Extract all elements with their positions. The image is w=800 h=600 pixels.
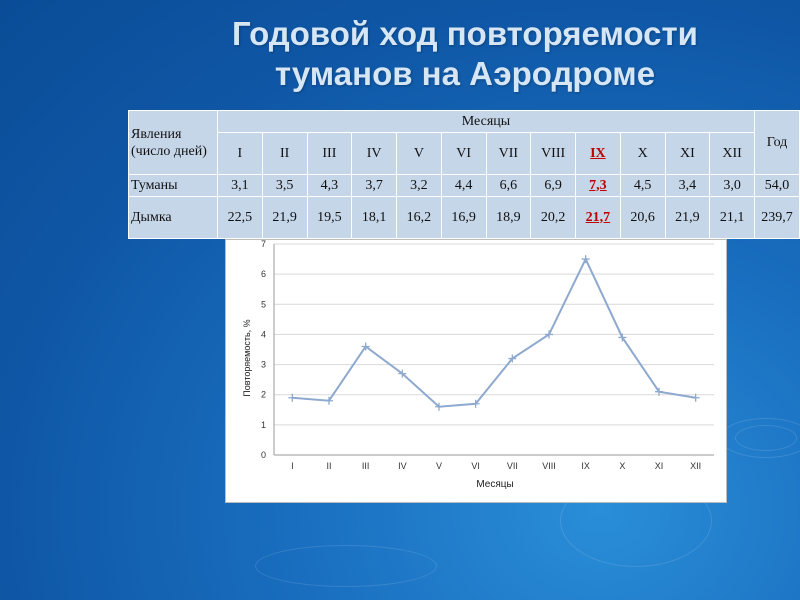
y-tick-labels: 0 1 2 3 4 5 6 7: [261, 240, 266, 460]
title-line-2: туманов на Аэродроме: [274, 55, 656, 92]
table-cell: 4,4: [440, 174, 487, 197]
table-cell: 6,9: [530, 174, 576, 197]
data-point-marker: [618, 333, 627, 342]
table-cell: 21,9: [664, 196, 711, 239]
table-cell: 4,3: [306, 174, 353, 197]
gridlines: [273, 243, 714, 456]
month-header-row: I II III IV V VI VII VIII IX X XI XII: [129, 132, 800, 175]
table-cell: 3,5: [261, 174, 308, 197]
x-tick-label: II: [326, 461, 331, 471]
data-point-marker: [691, 393, 700, 402]
data-point-marker: [435, 402, 443, 411]
data-point-marker: [508, 354, 517, 363]
x-tick-label: VIII: [542, 461, 556, 471]
table-cell: 6,6: [485, 174, 532, 197]
data-point-marker: [398, 369, 407, 378]
row-label: Дымка: [128, 196, 218, 239]
x-axis-label: Месяцы: [476, 479, 513, 490]
table-cell: 16,2: [396, 196, 442, 239]
x-tick-label: VI: [471, 461, 480, 471]
y-tick-label: 3: [261, 360, 266, 370]
month-header-II: II: [261, 132, 308, 175]
month-header-IV: IV: [351, 132, 397, 175]
table-cell: 4,5: [619, 174, 666, 197]
month-header-VI: VI: [440, 132, 487, 175]
table-cell: 3,7: [351, 174, 397, 197]
x-tick-label: X: [619, 461, 625, 471]
background-ripple: [720, 418, 800, 458]
table-cell: 19,5: [306, 196, 353, 239]
x-tick-label: VII: [507, 461, 518, 471]
y-tick-label: 6: [261, 269, 266, 279]
series-line: [292, 256, 696, 408]
table-cell: 7,3: [575, 174, 621, 197]
y-tick-label: 7: [261, 240, 266, 249]
y-tick-label: 1: [261, 420, 266, 430]
month-header-V: V: [396, 132, 442, 175]
slide-title: Годовой ход повторяемости туманов на Аэр…: [130, 14, 800, 94]
table-cell: 21,7: [575, 196, 621, 239]
x-tick-label: XI: [655, 461, 664, 471]
data-point-marker: [288, 393, 297, 402]
month-header-XI: XI: [664, 132, 711, 175]
y-tick-label: 4: [261, 329, 266, 339]
table-cell: 3,0: [709, 174, 755, 197]
background-ripple: [255, 545, 437, 587]
row-year-total: 54,0: [754, 174, 800, 197]
table-cell: 22,5: [217, 196, 263, 239]
row-label: Туманы: [128, 174, 218, 197]
data-point-marker: [361, 342, 370, 351]
table-cell: 18,9: [485, 196, 532, 239]
month-header-IX: IX: [575, 132, 621, 175]
table-cell: 20,2: [530, 196, 576, 239]
x-tick-label: IX: [581, 461, 590, 471]
month-header-XII: XII: [709, 132, 755, 175]
table-cell: 16,9: [440, 196, 487, 239]
month-header-VIII: VIII: [530, 132, 576, 175]
table-row-fog: Туманы 3,1 3,5 4,3 3,7 3,2 4,4 6,6 6,9 7,3 4,5 3,4 3…: [128, 174, 800, 197]
data-point-marker: [581, 255, 590, 264]
x-tick-label: V: [436, 461, 442, 471]
table-cell: 3,4: [664, 174, 711, 197]
y-tick-label: 0: [261, 450, 266, 460]
x-tick-labels: I II III IV V VI VII VIII IX X XI XII: [291, 461, 701, 471]
header-year: Год: [754, 110, 800, 175]
header-phenomena: Явления (число дней): [128, 110, 218, 175]
y-axis-label: Повторяемость, %: [242, 319, 252, 396]
data-point-marker: [471, 399, 480, 408]
x-tick-label: III: [362, 461, 370, 471]
table-cell: 3,2: [396, 174, 442, 197]
month-header-III: III: [306, 132, 353, 175]
title-line-1: Годовой ход повторяемости: [232, 15, 698, 52]
series-markers: [288, 255, 700, 411]
x-tick-label: I: [291, 461, 294, 471]
y-tick-label: 2: [261, 390, 266, 400]
y-tick-label: 5: [261, 299, 266, 309]
table-cell: 21,1: [709, 196, 755, 239]
table-cell: 21,9: [261, 196, 308, 239]
row-year-total: 239,7: [754, 196, 800, 239]
frequency-table: Явления (число дней) Месяцы Год I II III IV…: [128, 110, 800, 239]
table-cell: 3,1: [217, 174, 263, 197]
month-header-VII: VII: [485, 132, 532, 175]
data-point-marker: [545, 330, 553, 339]
table-row-haze: Дымка 22,5 21,9 19,5 18,1 16,2 16,9 18,9 20,2 21,…: [128, 196, 800, 239]
x-tick-label: IV: [398, 461, 407, 471]
month-header-I: I: [217, 132, 263, 175]
month-header-X: X: [619, 132, 666, 175]
table-cell: 20,6: [619, 196, 666, 239]
header-months: Месяцы: [217, 110, 755, 133]
data-point-marker: [325, 396, 333, 405]
data-point-marker: [655, 387, 663, 396]
x-tick-label: XII: [690, 461, 701, 471]
table-cell: 18,1: [351, 196, 397, 239]
